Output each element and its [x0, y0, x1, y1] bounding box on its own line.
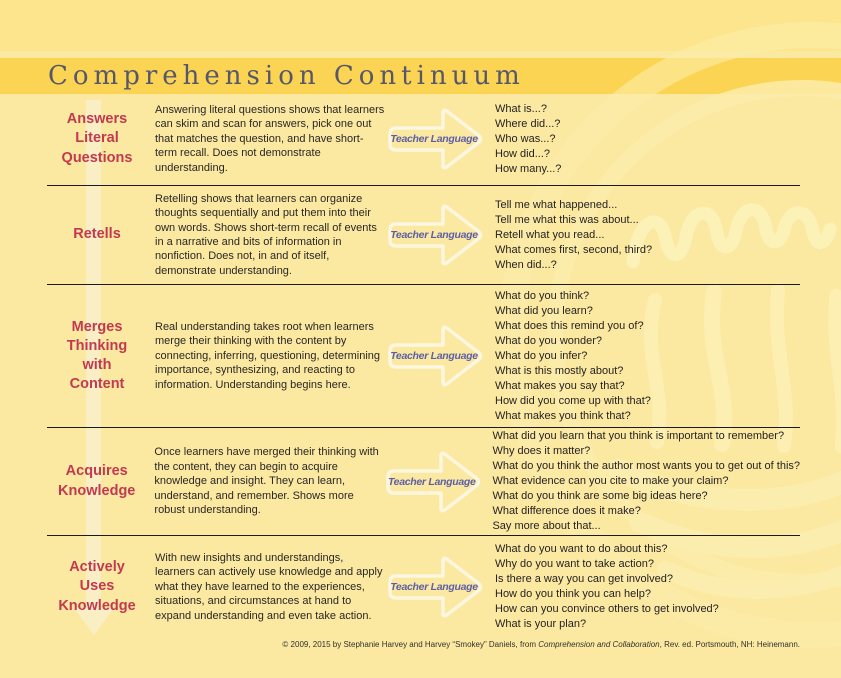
question-line: What makes you say that? [495, 379, 625, 392]
row-actively-uses-knowledge: Actively Uses Knowledge With new insight… [47, 536, 800, 638]
stage-description: Retelling shows that learners can organi… [155, 192, 377, 277]
stage-label: Actively Uses Knowledge [58, 559, 136, 614]
right-arrow-icon [385, 451, 480, 512]
stage-description: Once learners have merged their thinking… [154, 446, 379, 517]
question-line: What makes you think that? [495, 409, 631, 422]
right-arrow-icon [388, 325, 483, 387]
continuum-rows: Answers Literal Questions Answering lite… [0, 93, 841, 638]
row-acquires-knowledge: Acquires Knowledge Once learners have me… [47, 428, 800, 536]
stage-label: Answers Literal Questions [61, 111, 133, 166]
question-line: What does this remind you of? [495, 319, 644, 332]
teacher-language-arrow: Teacher Language [387, 321, 487, 391]
stage-label: Acquires Knowledge [58, 463, 136, 499]
question-line: Where did...? [495, 117, 561, 130]
question-line: What did you learn that you think is imp… [492, 430, 785, 442]
question-line: How did you come up with that? [495, 394, 651, 407]
teacher-language-label: Teacher Language [390, 133, 478, 145]
question-line: What comes first, second, third? [495, 243, 653, 256]
question-line: What do you think are some big ideas her… [492, 490, 708, 502]
stage-description: With new insights and understandings, le… [155, 551, 383, 622]
question-list: What did you learn that you think is imp… [492, 429, 800, 534]
row-merges-thinking-with-content: Merges Thinking with Content Real unders… [47, 285, 800, 428]
question-line: When did...? [495, 258, 557, 271]
question-line: Who was...? [495, 132, 556, 145]
copyright-line: © 2009, 2015 by Stephanie Harvey and Har… [47, 640, 800, 649]
question-line: What did you learn? [495, 304, 593, 317]
question-line: What do you infer? [495, 349, 588, 362]
teacher-language-arrow: Teacher Language [387, 104, 487, 174]
question-line: Is there a way you can get involved? [495, 573, 673, 585]
question-line: Tell me what happened... [495, 198, 618, 211]
question-list: What do you want to do about this? Why do… [495, 542, 800, 632]
teacher-language-label: Teacher Language [390, 229, 478, 241]
question-line: Retell what you read... [495, 228, 605, 241]
question-line: How did...? [495, 147, 551, 160]
question-line: What is your plan? [495, 618, 587, 630]
question-list: What is...? Where did...? Who was...? How d… [495, 102, 800, 177]
question-line: What do you think the author most wants … [492, 460, 801, 472]
flow-arrow-icon [86, 100, 101, 609]
teacher-language-label: Teacher Language [387, 475, 476, 488]
stage-label: Retells [73, 226, 121, 243]
question-line: What difference does it make? [492, 505, 641, 517]
question-line: What do you wonder? [495, 334, 603, 347]
question-line: Why does it matter? [492, 445, 591, 457]
question-line: Say more about that... [492, 520, 601, 532]
stage-description: Answering literal questions shows that l… [155, 103, 385, 174]
stage-description: Real understanding takes root when learn… [155, 320, 381, 391]
book-title: Comprehension and Collaboration [538, 640, 660, 649]
question-line: What do you want to do about this? [495, 543, 668, 555]
question-line: What is this mostly about? [495, 364, 624, 377]
question-line: How can you convince others to get invol… [495, 603, 719, 615]
right-arrow-icon [388, 204, 483, 266]
question-line: What do you think? [495, 289, 590, 302]
row-retells: Retells Retelling shows that learners ca… [47, 186, 800, 285]
question-list: What do you think? What did you learn? Wha… [495, 289, 800, 424]
right-arrow-icon [388, 556, 483, 618]
question-line: What evidence can you cite to make your … [492, 475, 729, 487]
page-title: Comprehension Continuum [48, 61, 525, 91]
teacher-language-arrow: Teacher Language [387, 552, 487, 622]
copyright-prefix: © 2009, 2015 by Stephanie Harvey and Har… [282, 640, 539, 649]
flow-arrow-head-icon [74, 608, 114, 635]
copyright-suffix: , Rev. ed. Portsmouth, NH: Heinemann. [659, 640, 800, 649]
teacher-language-label: Teacher Language [390, 350, 478, 362]
teacher-language-arrow: Teacher Language [387, 200, 487, 270]
question-line: How do you think you can help? [495, 588, 651, 600]
stage-label: Merges Thinking with Content [66, 318, 128, 393]
row-answers-literal-questions: Answers Literal Questions Answering lite… [47, 93, 800, 186]
question-line: Why do you want to take action? [495, 558, 654, 570]
question-line: What is...? [495, 102, 547, 115]
right-arrow-icon [388, 108, 483, 170]
question-list: Tell me what happened... Tell me what thi… [495, 198, 800, 273]
teacher-language-label: Teacher Language [390, 581, 478, 593]
question-line: How many...? [495, 162, 562, 175]
teacher-language-arrow: Teacher Language [385, 447, 484, 517]
question-line: Tell me what this was about... [495, 213, 639, 226]
